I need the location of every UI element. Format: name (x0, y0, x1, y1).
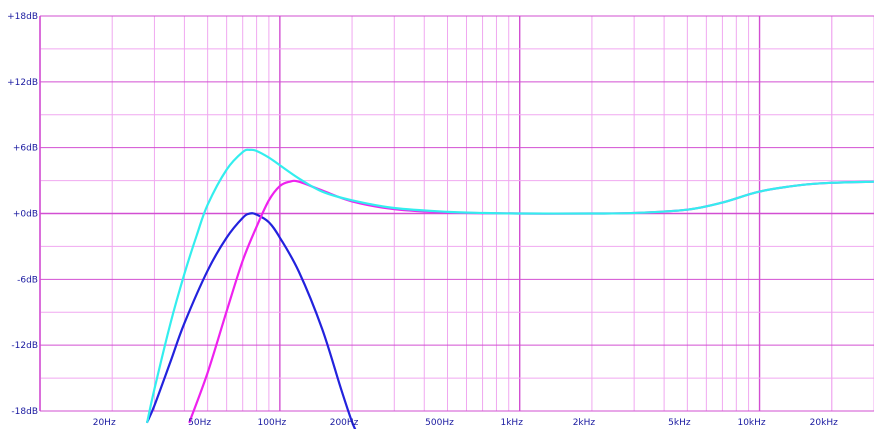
y-tick-label: +0dB (13, 210, 38, 220)
x-tick-label: 1kHz (500, 418, 523, 428)
y-tick-label: -6dB (17, 275, 38, 285)
x-tick-label: 5kHz (668, 418, 691, 428)
axis-labels: +18dB +12dB +6dB +0dB -6dB -12dB -18dB 20Hz 50Hz… (7, 12, 838, 428)
grid-lines (39, 15, 874, 412)
x-tick-label: 20Hz (93, 418, 116, 428)
x-tick-label: 2kHz (573, 418, 596, 428)
y-tick-label: -18dB (11, 407, 38, 417)
series-line-2 (188, 179, 874, 424)
y-tick-label: +6dB (13, 144, 38, 154)
y-tick-label: +12dB (7, 78, 38, 88)
x-tick-label: 200Hz (330, 418, 359, 428)
y-tick-label: -12dB (11, 341, 38, 351)
y-tick-label: +18dB (7, 12, 38, 22)
response-curves (146, 148, 874, 429)
x-tick-label: 50Hz (188, 418, 211, 428)
x-tick-label: 100Hz (258, 418, 287, 428)
x-tick-label: 20kHz (810, 418, 838, 428)
series-line-3 (146, 148, 874, 424)
series-line-1 (146, 212, 357, 429)
x-tick-label: 500Hz (425, 418, 454, 428)
x-tick-label: 10kHz (737, 418, 765, 428)
